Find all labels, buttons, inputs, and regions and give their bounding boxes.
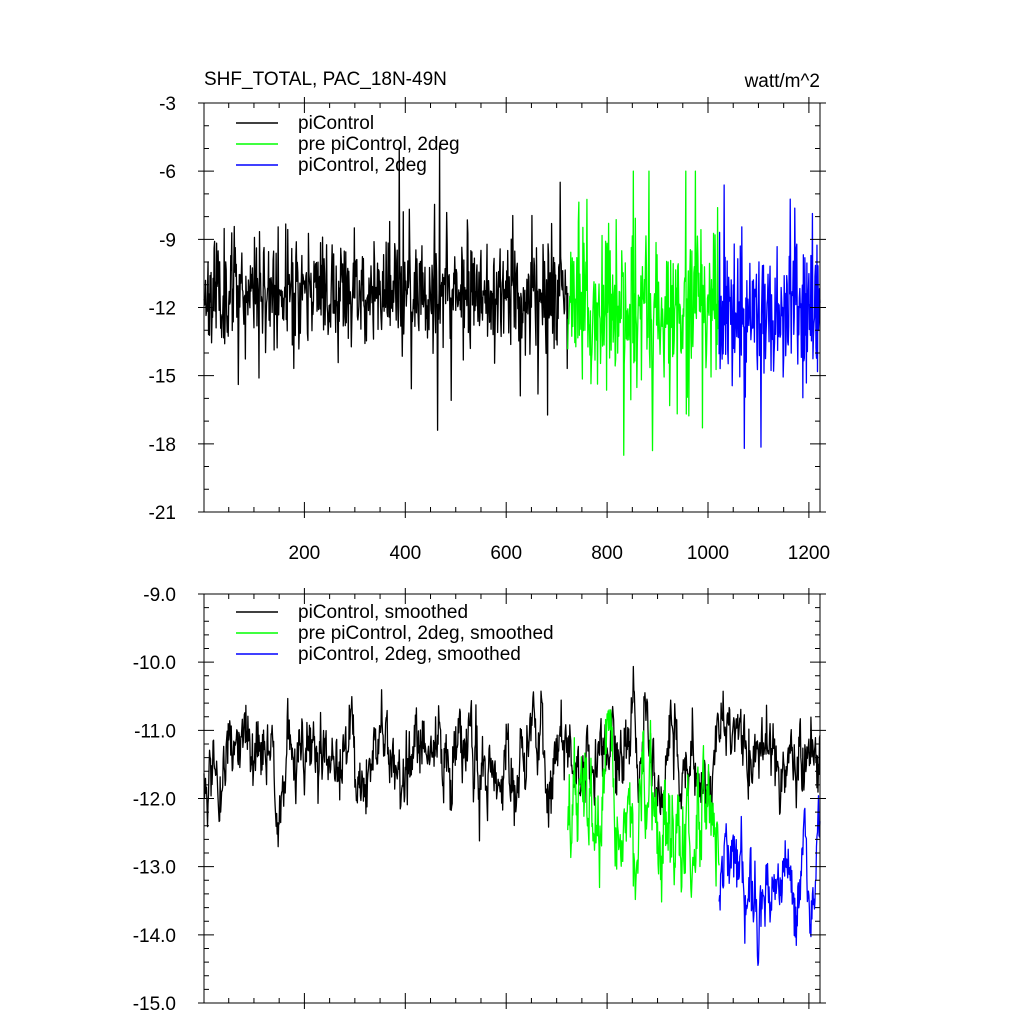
- y-tick-label: -6: [159, 162, 176, 183]
- series-line-1: [203, 145, 569, 431]
- legend-label-1: piControl: [298, 113, 374, 134]
- y-tick-label: -12.0: [133, 790, 176, 811]
- series-line-3: [718, 184, 821, 450]
- y-tick-label: -9: [159, 230, 176, 251]
- y-tick-label: -21: [149, 503, 176, 524]
- legend-label-2: pre piControl, 2deg, smoothed: [298, 623, 554, 644]
- x-tick-label: 400: [389, 543, 421, 564]
- x-tick-label: 600: [490, 543, 522, 564]
- legend-label-3: piControl, 2deg: [298, 155, 427, 176]
- y-tick-label: -13.0: [133, 858, 176, 879]
- top-axes: 200 400 600 800 1000 1200 -21 -18 -15 -12 -9 -6 -3: [149, 94, 831, 564]
- y-tick-label: -11.0: [134, 721, 176, 742]
- series-line-2: [567, 170, 720, 456]
- x-tick-label: 1000: [687, 543, 729, 564]
- series-line-2: [567, 709, 720, 903]
- legend-label-1: piControl, smoothed: [298, 602, 468, 623]
- legend-label-3: piControl, 2deg, smoothed: [298, 644, 521, 665]
- units-label: watt/m^2: [744, 71, 820, 92]
- series-line-1: [203, 665, 821, 848]
- bottom-panel: -15.0 -14.0 -13.0 -12.0 -11.0 -10.0 -9.0 piCon…: [133, 585, 826, 1015]
- y-tick-label: -15.0: [133, 994, 176, 1015]
- bottom-axes: -15.0 -14.0 -13.0 -12.0 -11.0 -10.0 -9.0: [133, 585, 826, 1015]
- x-tick-label: 1200: [788, 543, 830, 564]
- top-panel: SHF_TOTAL, PAC_18N-49N watt/m^2 200 400 60…: [149, 69, 831, 564]
- y-tick-label: -15: [149, 367, 176, 388]
- bottom-series-layer: [203, 665, 821, 967]
- y-tick-label: -3: [159, 94, 176, 115]
- y-tick-label: -14.0: [133, 926, 176, 947]
- legend-label-2: pre piControl, 2deg: [298, 134, 460, 155]
- x-tick-label: 800: [591, 543, 623, 564]
- x-tick-label: 200: [289, 543, 321, 564]
- chart-title: SHF_TOTAL, PAC_18N-49N: [204, 69, 447, 90]
- y-tick-label: -12: [149, 299, 176, 320]
- y-tick-label: -10.0: [133, 653, 176, 674]
- y-tick-label: -9.0: [143, 585, 176, 606]
- top-series-layer: [203, 145, 821, 456]
- y-tick-label: -18: [149, 435, 176, 456]
- series-line-3: [718, 795, 821, 967]
